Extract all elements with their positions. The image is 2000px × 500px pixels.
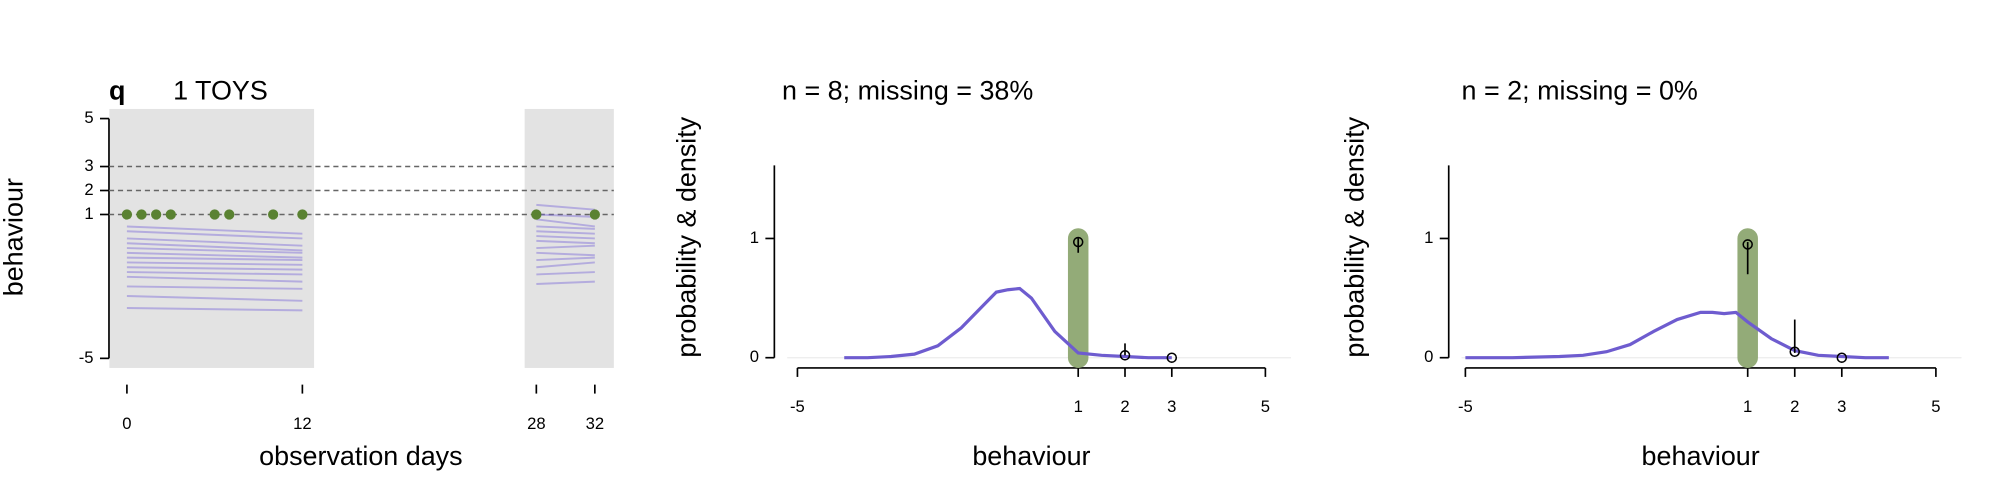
trajectory-line [536, 218, 595, 228]
x-tick-label: 28 [527, 414, 546, 433]
y-tick-label: 5 [84, 108, 93, 127]
density-curve [1465, 310, 1889, 360]
estimate-point [1836, 352, 1848, 363]
y-tick-label: 1 [84, 204, 93, 223]
y-axis-label: behaviour [0, 178, 28, 296]
observation-point [121, 209, 133, 220]
shaded-region [109, 108, 315, 368]
trajectory-line [126, 307, 303, 312]
trajectory-line [126, 247, 303, 254]
y-axis-label: probability & density [1340, 116, 1370, 357]
trajectory-line [126, 256, 303, 262]
panel: n = 8; missing = 38% probability & densit… [672, 75, 1292, 471]
trajectory-line [536, 261, 595, 269]
x-tick-label: 0 [122, 414, 131, 433]
x-tick-label: 5 [1931, 397, 1940, 416]
observation-point [297, 209, 308, 220]
y-axis-label: probability & density [672, 116, 702, 357]
trajectory-line [536, 280, 595, 285]
trajectory-line [536, 213, 595, 218]
trajectory-line [126, 225, 303, 235]
x-tick-label: 32 [586, 414, 605, 433]
x-tick-label: 3 [1167, 397, 1176, 416]
observation-point [589, 209, 600, 220]
trajectory-line [126, 295, 303, 302]
trajectory-line [536, 235, 595, 240]
y-tick-label: 0 [750, 347, 759, 366]
observation-point [136, 209, 147, 220]
panel: n = 2; missing = 0% probability & density… [1340, 75, 1962, 471]
y-tick-label: 1 [750, 228, 759, 247]
x-axis-label: observation days [259, 441, 462, 471]
observation-point [268, 209, 279, 220]
x-axis-label: behaviour [1642, 441, 1760, 471]
shaded-region [524, 108, 614, 368]
x-tick-label: 3 [1837, 397, 1846, 416]
chart-title: 1 TOYS [173, 75, 268, 105]
x-tick-label: 2 [1790, 397, 1799, 416]
estimate-point [1119, 350, 1131, 361]
observation-point [209, 209, 220, 220]
y-tick-label: 1 [1424, 228, 1433, 247]
trajectory-line [126, 285, 303, 290]
x-tick-label: 1 [1074, 397, 1083, 416]
x-tick-label: -5 [1458, 397, 1473, 416]
trajectory-line [536, 230, 595, 235]
estimate-point [1072, 236, 1084, 248]
density-curve [844, 286, 1172, 360]
trajectory-line [126, 266, 303, 271]
chart-title: n = 2; missing = 0% [1462, 75, 1698, 105]
x-tick-label: 1 [1743, 397, 1752, 416]
y-tick-label: -5 [79, 348, 94, 367]
y-tick-label: 0 [1424, 347, 1433, 366]
trajectory-line [536, 271, 595, 276]
x-tick-label: -5 [790, 397, 805, 416]
trajectory-line [126, 237, 303, 247]
estimate-point [1742, 239, 1753, 250]
observation-point [531, 209, 542, 220]
observation-point [151, 209, 162, 220]
estimate-point [1166, 352, 1178, 363]
chart-title: n = 8; missing = 38% [782, 75, 1033, 105]
trajectory-line [126, 275, 303, 283]
trajectory-line [536, 203, 595, 211]
trajectory-line [536, 225, 595, 230]
y-tick-label: 2 [84, 180, 93, 199]
trajectory-line [536, 244, 595, 250]
trajectory-line [536, 251, 595, 257]
y-tick-label: 3 [84, 156, 93, 175]
trajectory-line [126, 261, 303, 266]
trajectory-line [126, 242, 303, 252]
x-axis-label: behaviour [972, 441, 1090, 471]
estimate-point [1789, 346, 1801, 357]
x-tick-label: 5 [1261, 397, 1270, 416]
trajectory-line [536, 256, 595, 262]
panel-letter: q [109, 75, 125, 105]
trajectory-line [126, 251, 303, 259]
observation-point [165, 209, 176, 220]
trajectory-line [126, 230, 303, 240]
x-tick-label: 12 [293, 414, 312, 433]
trajectory-line [536, 239, 595, 245]
x-tick-label: 2 [1120, 397, 1129, 416]
trajectory-line [126, 271, 303, 276]
observation-point [224, 209, 235, 220]
